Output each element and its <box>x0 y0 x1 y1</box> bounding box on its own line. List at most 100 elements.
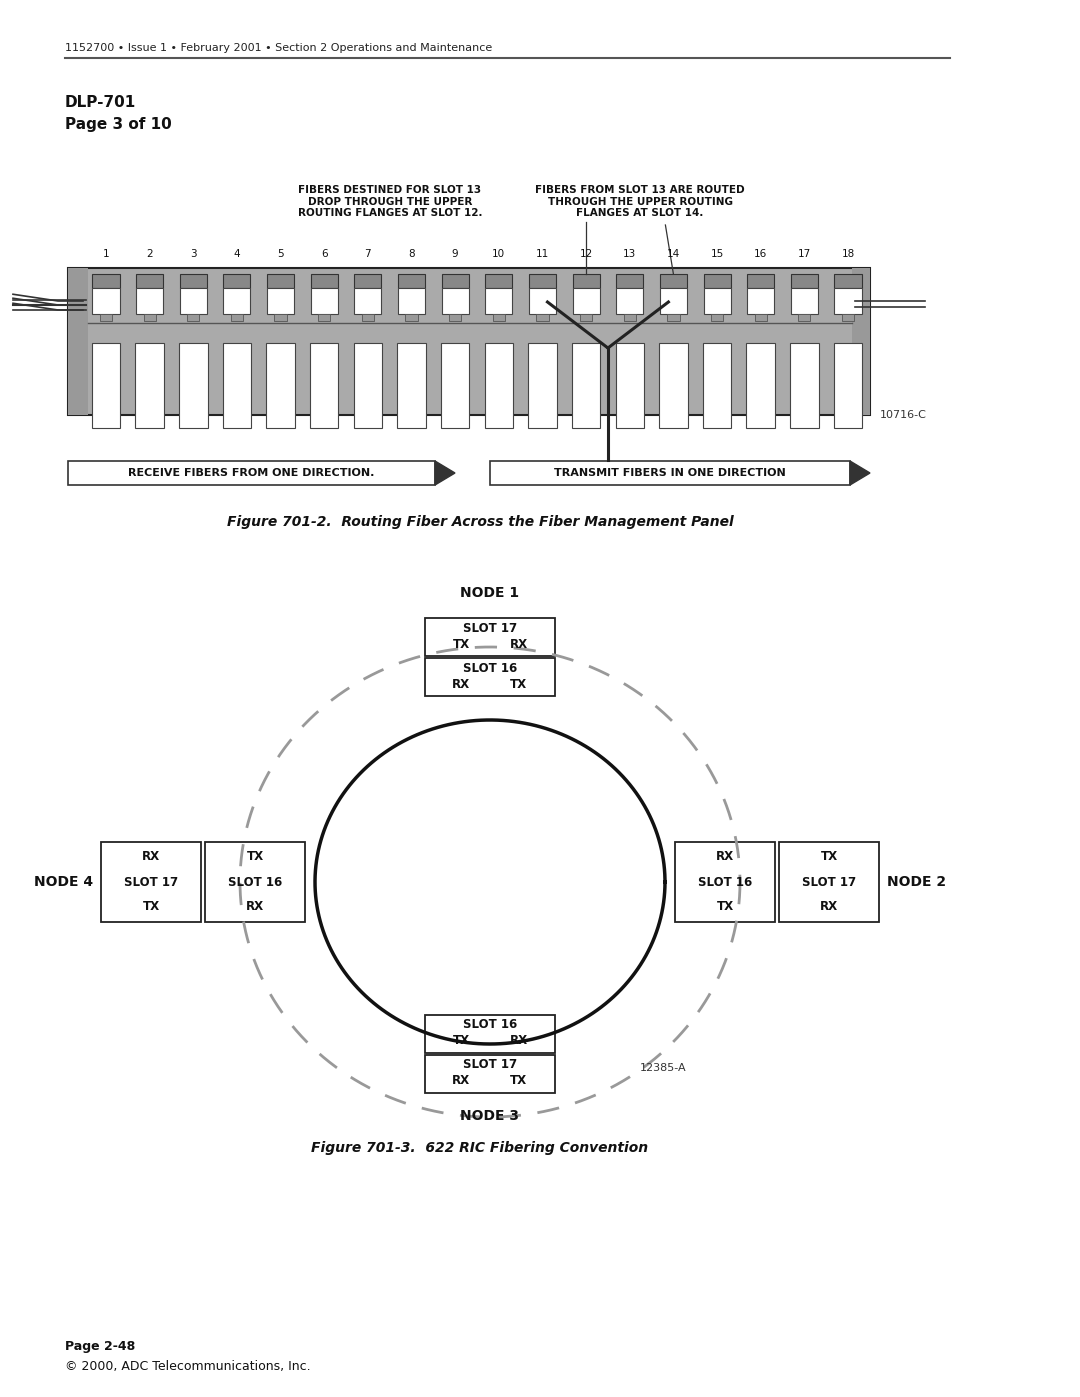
Bar <box>362 314 374 321</box>
Bar <box>93 288 120 314</box>
Text: 17: 17 <box>798 249 811 258</box>
Bar <box>623 314 636 321</box>
Bar <box>791 274 818 288</box>
Text: 12: 12 <box>580 249 593 258</box>
Text: 8: 8 <box>408 249 415 258</box>
Bar <box>136 274 163 288</box>
Text: DLP-701: DLP-701 <box>65 95 136 110</box>
Bar <box>68 461 435 485</box>
Text: SLOT 16: SLOT 16 <box>228 876 282 888</box>
Text: 14: 14 <box>666 249 680 258</box>
Text: RECEIVE FIBERS FROM ONE DIRECTION.: RECEIVE FIBERS FROM ONE DIRECTION. <box>129 468 375 478</box>
Text: FIBERS DESTINED FOR SLOT 13
DROP THROUGH THE UPPER
ROUTING FLANGES AT SLOT 12.: FIBERS DESTINED FOR SLOT 13 DROP THROUGH… <box>298 184 483 218</box>
Bar <box>660 288 687 314</box>
Bar <box>68 268 870 415</box>
Bar <box>791 288 818 314</box>
Bar <box>747 274 774 288</box>
Text: NODE 4: NODE 4 <box>33 875 93 888</box>
Polygon shape <box>435 461 455 485</box>
Bar <box>667 314 679 321</box>
Bar <box>441 344 470 427</box>
Bar <box>311 288 338 314</box>
Bar <box>442 274 469 288</box>
Text: TX: TX <box>716 900 733 912</box>
Bar <box>537 314 549 321</box>
Bar <box>747 288 774 314</box>
Bar <box>616 344 644 427</box>
Text: 2: 2 <box>146 249 153 258</box>
Bar <box>485 288 512 314</box>
Text: TX: TX <box>453 1035 470 1048</box>
Bar <box>310 344 338 427</box>
Bar <box>779 842 879 922</box>
Bar <box>205 842 305 922</box>
Bar <box>319 314 330 321</box>
Bar <box>442 288 469 314</box>
Text: 18: 18 <box>841 249 854 258</box>
Bar <box>490 461 850 485</box>
Bar <box>353 344 382 427</box>
Bar <box>135 344 164 427</box>
Bar <box>354 274 381 288</box>
Bar <box>492 314 505 321</box>
Bar <box>102 842 201 922</box>
Text: 15: 15 <box>711 249 724 258</box>
Text: 12385-A: 12385-A <box>640 1063 687 1073</box>
Text: 4: 4 <box>233 249 240 258</box>
Bar <box>187 314 200 321</box>
Polygon shape <box>850 461 870 485</box>
Bar <box>267 344 295 427</box>
Text: Page 2-48: Page 2-48 <box>65 1340 135 1354</box>
Text: RX: RX <box>820 900 838 912</box>
Text: 6: 6 <box>321 249 327 258</box>
Bar <box>224 288 251 314</box>
Bar <box>617 274 644 288</box>
Bar <box>405 314 418 321</box>
Text: Figure 701-3.  622 RIC Fibering Convention: Figure 701-3. 622 RIC Fibering Conventio… <box>311 1141 649 1155</box>
Bar <box>791 344 819 427</box>
Bar <box>660 274 687 288</box>
Bar <box>529 274 556 288</box>
Text: SLOT 17: SLOT 17 <box>124 876 178 888</box>
Text: SLOT 16: SLOT 16 <box>463 662 517 675</box>
Bar <box>144 314 156 321</box>
Bar <box>311 274 338 288</box>
Bar <box>755 314 767 321</box>
Text: TX: TX <box>143 900 160 912</box>
Text: SLOT 17: SLOT 17 <box>463 1059 517 1071</box>
Text: RX: RX <box>510 637 528 651</box>
Text: © 2000, ADC Telecommunications, Inc.: © 2000, ADC Telecommunications, Inc. <box>65 1361 311 1373</box>
Text: TRANSMIT FIBERS IN ONE DIRECTION: TRANSMIT FIBERS IN ONE DIRECTION <box>554 468 786 478</box>
Text: TX: TX <box>453 637 470 651</box>
Bar <box>426 1055 555 1092</box>
Bar <box>179 344 207 427</box>
Text: RX: RX <box>510 1035 528 1048</box>
Text: 7: 7 <box>365 249 372 258</box>
Bar <box>426 617 555 657</box>
Text: Figure 701-2.  Routing Fiber Across the Fiber Management Panel: Figure 701-2. Routing Fiber Across the F… <box>227 515 733 529</box>
Text: 5: 5 <box>278 249 284 258</box>
Bar <box>572 344 600 427</box>
Text: RX: RX <box>453 1074 471 1087</box>
Bar <box>485 344 513 427</box>
Bar <box>528 344 556 427</box>
Text: 1: 1 <box>103 249 109 258</box>
Bar <box>711 314 724 321</box>
Bar <box>92 344 120 427</box>
Bar <box>842 314 854 321</box>
Bar <box>231 314 243 321</box>
Bar <box>529 288 556 314</box>
Text: 11: 11 <box>536 249 549 258</box>
Bar <box>580 314 592 321</box>
Bar <box>746 344 775 427</box>
Bar <box>179 274 207 288</box>
Bar <box>354 288 381 314</box>
Bar <box>426 1016 555 1053</box>
Bar <box>100 314 112 321</box>
Text: TX: TX <box>821 849 838 862</box>
Text: RX: RX <box>246 900 265 912</box>
Text: 3: 3 <box>190 249 197 258</box>
Bar <box>703 274 730 288</box>
Bar <box>835 288 862 314</box>
Bar <box>426 658 555 696</box>
